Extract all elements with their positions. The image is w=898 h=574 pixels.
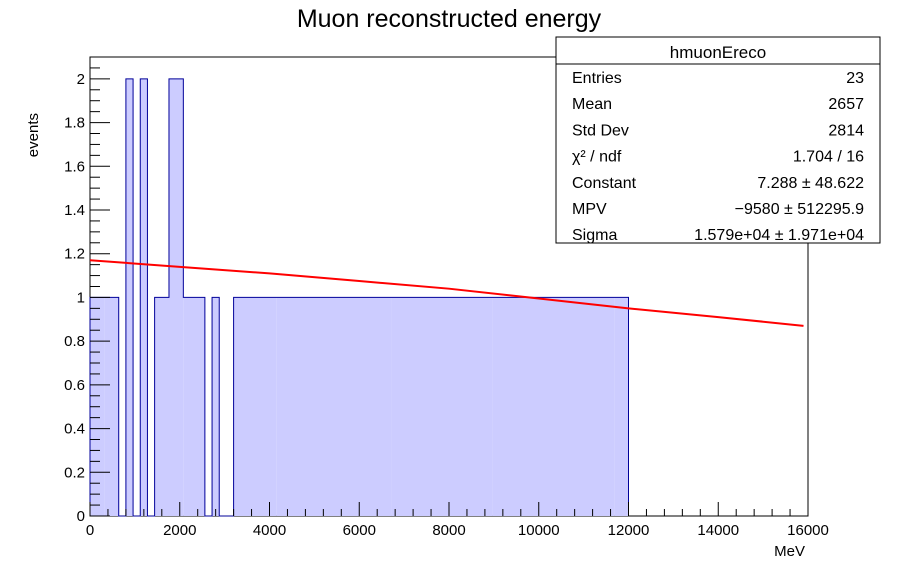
stats-title: hmuonEreco [670,43,766,62]
stats-row-label: MPV [572,201,607,218]
x-tick-label: 14000 [697,522,739,539]
y-tick-label: 0.8 [64,333,85,350]
stats-rows: Entries 23 Mean 2657 Std Dev 2814 χ² / ndf 1.70… [572,70,864,244]
stats-row-value: 2814 [828,122,864,139]
stats-box-border [555,36,881,244]
histogram-bar [125,78,134,516]
y-tick-label: 0.6 [64,377,85,394]
x-tick-label: 8000 [432,522,465,539]
histogram-bar [154,297,169,516]
y-tick-label: 0 [77,508,85,525]
stats-row-value: 2657 [828,96,864,113]
x-tick-label: 10000 [518,522,560,539]
stats-row-value: 23 [846,70,864,87]
histogram-bar [233,297,277,516]
fit-curve [89,259,804,327]
histogram-bar [183,297,205,516]
x-tick-label: 2000 [163,522,196,539]
stats-row-label: χ² / ndf [572,149,622,166]
axes: 0 2000 4000 6000 8000 10000 12000 14000 16000 0 0.… [64,56,829,539]
fit-curve-layer [89,259,804,327]
stats-row-label: Constant [572,175,637,192]
x-tick-label: 12000 [608,522,650,539]
histogram-outline [89,78,629,517]
y-tick-label: 1.2 [64,246,85,263]
histogram-bar [614,297,629,516]
x-tick-label: 6000 [343,522,376,539]
stats-row-value: −9580 ± 512295.9 [735,201,864,218]
histogram-bar [168,78,184,516]
stats-row-label: Sigma [572,227,617,244]
histogram-bar [140,78,148,516]
stats-row-value: 1.579e+04 ± 1.971e+04 [694,227,864,244]
stats-row-label: Entries [572,70,622,87]
y-tick-label: 1.8 [64,115,85,132]
histogram-bars [89,78,629,517]
chart-title: Muon reconstructed energy [297,5,602,33]
x-tick-label: 4000 [253,522,286,539]
y-tick-label: 1 [77,289,85,306]
y-tick-label: 1.6 [64,158,85,175]
y-tick-label: 0.2 [64,464,85,481]
x-tick-label: 16000 [787,522,829,539]
histogram-bar [212,297,220,516]
y-tick-label: 0.4 [64,421,85,438]
histogram-bar [276,297,392,516]
histogram-bar [104,297,119,516]
y-tick-label: 1.4 [64,202,85,219]
y-axis-title: events [25,113,42,157]
stats-box: hmuonEreco Entries 23 Mean 2657 Std Dev 2814 χ… [555,36,881,244]
histogram-bar [492,297,615,516]
stats-row-value: 1.704 / 16 [793,149,864,166]
x-tick-label: 0 [86,522,94,539]
x-axis-title: MeV [774,543,805,560]
stats-row-value: 7.288 ± 48.622 [757,175,864,192]
histogram-bar [391,297,493,516]
stats-row-label: Std Dev [572,122,629,139]
y-tick-label: 2 [77,71,85,88]
stats-row-label: Mean [572,96,612,113]
